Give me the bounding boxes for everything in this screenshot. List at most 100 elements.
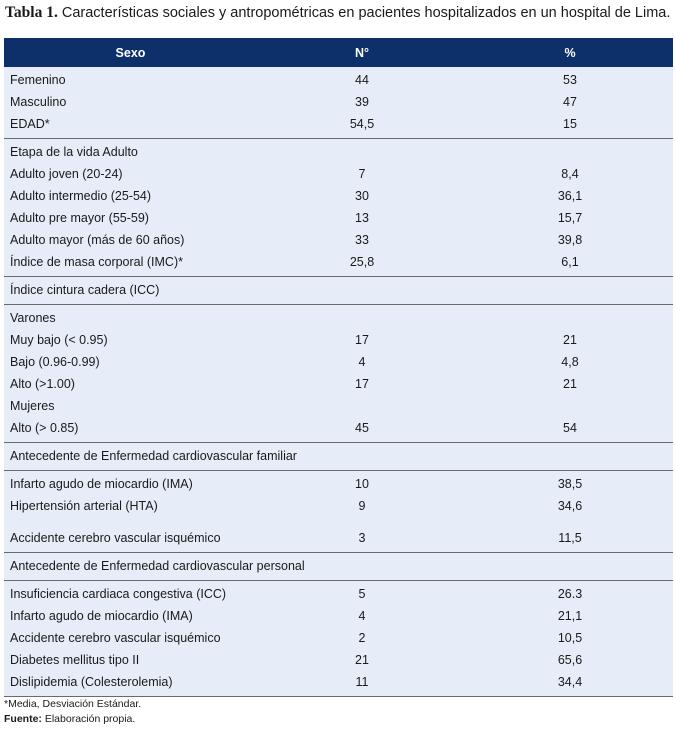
- row-count: 21: [355, 653, 369, 667]
- table-row: Bajo (0.96-0.99) 4 4,8: [4, 351, 673, 373]
- source-label: Fuente:: [4, 713, 42, 725]
- table-section: Varones Muy bajo (< 0.95) 17 21 Bajo (0.96-0…: [4, 304, 673, 442]
- row-count: 3: [358, 531, 366, 545]
- row-count: 17: [355, 377, 369, 391]
- row-percent: 36,1: [557, 189, 583, 203]
- row-count: 4: [358, 355, 366, 369]
- row-percent: 21,1: [557, 609, 583, 623]
- table-row: Femenino 44 53: [4, 69, 673, 91]
- row-label: Mujeres: [10, 399, 55, 413]
- row-count: 39: [355, 95, 369, 109]
- table-row: Accidente cerebro vascular isquémico 2 10,…: [4, 627, 673, 649]
- table-row: Infarto agudo de miocardio (IMA) 10 38,5: [4, 473, 673, 495]
- table-row: Alto (>1.00) 17 21: [4, 373, 673, 395]
- table-row: Dislipidemia (Colesterolemia) 11 34,4: [4, 671, 673, 693]
- row-percent: 11,5: [558, 531, 582, 545]
- row-percent: 65,6: [557, 653, 583, 667]
- row-label: Masculino: [10, 95, 67, 109]
- row-count: 13: [355, 211, 369, 225]
- row-label: Infarto agudo de miocardio (IMA): [10, 609, 193, 623]
- table-row: Índice de masa corporal (IMC)* 25,8 6,1: [4, 251, 673, 273]
- table-row: Accidente cerebro vascular isquémico 3 11,…: [4, 517, 673, 549]
- table-row: EDAD* 54,5 15: [4, 113, 673, 135]
- row-label: EDAD*: [10, 117, 50, 131]
- row-label: Femenino: [10, 73, 66, 87]
- table-row: Adulto intermedio (25-54) 30 36,1: [4, 185, 673, 207]
- header-n: N°: [354, 45, 370, 60]
- table-row: Adulto pre mayor (55-59) 13 15,7: [4, 207, 673, 229]
- table-row: Muy bajo (< 0.95) 17 21: [4, 329, 673, 351]
- table-section: Femenino 44 53 Masculino 39 47 EDAD* 54,5 15: [4, 67, 673, 138]
- row-count: 5: [358, 587, 366, 601]
- table-row: Insuficiencia cardiaca congestiva (ICC) 5…: [4, 583, 673, 605]
- row-percent: 6,1: [561, 255, 579, 269]
- row-label: Varones: [10, 311, 56, 325]
- row-percent: 21: [563, 333, 577, 347]
- table-row: Antecedente de Enfermedad cardiovascular…: [4, 445, 673, 467]
- table-row: Alto (> 0.85) 45 54: [4, 417, 673, 439]
- footnote: *Media, Desviación Estándar.: [4, 698, 142, 710]
- row-count: 25,8: [349, 255, 375, 269]
- row-label: Accidente cerebro vascular isquémico: [10, 631, 221, 645]
- row-count: 11: [355, 675, 369, 689]
- row-percent: 39,8: [557, 233, 583, 247]
- row-label: Alto (>1.00): [10, 377, 75, 391]
- row-label: Muy bajo (< 0.95): [10, 333, 108, 347]
- table-section: Índice cintura cadera (ICC): [4, 276, 673, 304]
- table-row: Infarto agudo de miocardio (IMA) 4 21,1: [4, 605, 673, 627]
- table-header: Sexo N° %: [4, 38, 673, 67]
- row-label: Dislipidemia (Colesterolemia): [10, 675, 173, 689]
- table-row: Mujeres: [4, 395, 673, 417]
- row-label: Adulto joven (20-24): [10, 167, 123, 181]
- row-percent: 8,4: [561, 167, 579, 181]
- row-count: 9: [358, 499, 366, 513]
- table-section: Etapa de la vida Adulto Adulto joven (20-…: [4, 138, 673, 276]
- row-label: Accidente cerebro vascular isquémico: [10, 531, 221, 545]
- row-percent: 47: [563, 95, 577, 109]
- row-percent: 4,8: [561, 355, 579, 369]
- table-section: Antecedente de Enfermedad cardiovascular…: [4, 552, 673, 580]
- row-percent: 38,5: [557, 477, 583, 491]
- table-body: Femenino 44 53 Masculino 39 47 EDAD* 54,5 15 Etap…: [4, 67, 673, 696]
- row-percent: 15,7: [557, 211, 583, 225]
- row-count: 7: [358, 167, 366, 181]
- row-label: Índice de masa corporal (IMC)*: [10, 255, 183, 269]
- table-section: Infarto agudo de miocardio (IMA) 10 38,5 Hi…: [4, 470, 673, 552]
- table-row: Hipertensión arterial (HTA) 9 34,6: [4, 495, 673, 517]
- row-label: Diabetes mellitus tipo II: [10, 653, 140, 667]
- table-row: Índice cintura cadera (ICC): [4, 279, 673, 301]
- row-label: Adulto pre mayor (55-59): [10, 211, 149, 225]
- table-caption: Tabla 1. Características sociales y antr…: [5, 4, 670, 22]
- header-percent: %: [564, 45, 576, 60]
- row-percent: 54: [563, 421, 577, 435]
- header-sexo: Sexo: [115, 45, 146, 60]
- table-row: Adulto mayor (más de 60 años) 33 39,8: [4, 229, 673, 251]
- source-line: Fuente: Elaboración propia.: [4, 712, 141, 727]
- row-label: Insuficiencia cardiaca congestiva (ICC): [10, 587, 227, 601]
- row-count: 44: [355, 73, 369, 87]
- table-row: Varones: [4, 307, 673, 329]
- row-percent: 34,6: [557, 499, 583, 513]
- row-percent: 21: [563, 377, 577, 391]
- row-label: Hipertensión arterial (HTA): [10, 499, 158, 513]
- row-count: 30: [355, 189, 369, 203]
- row-count: 33: [355, 233, 369, 247]
- table-section: Insuficiencia cardiaca congestiva (ICC) 5…: [4, 580, 673, 696]
- row-count: 2: [358, 631, 366, 645]
- row-count: 45: [355, 421, 369, 435]
- table-section: Antecedente de Enfermedad cardiovascular…: [4, 442, 673, 470]
- row-label: Antecedente de Enfermedad cardiovascular…: [10, 559, 305, 573]
- source-text: Elaboración propia.: [44, 713, 136, 725]
- row-count: 17: [355, 333, 369, 347]
- row-label: Adulto intermedio (25-54): [10, 189, 152, 203]
- row-label: Infarto agudo de miocardio (IMA): [10, 477, 193, 491]
- table-row: Diabetes mellitus tipo II 21 65,6: [4, 649, 673, 671]
- row-percent: 10,5: [557, 631, 583, 645]
- row-percent: 26.3: [557, 587, 583, 601]
- row-label: Bajo (0.96-0.99): [10, 355, 100, 369]
- table-row: Antecedente de Enfermedad cardiovascular…: [4, 555, 673, 577]
- row-label: Adulto mayor (más de 60 años): [10, 233, 185, 247]
- caption-text: Características sociales y antropométric…: [61, 5, 671, 21]
- row-percent: 34,4: [557, 675, 583, 689]
- row-percent: 15: [563, 117, 577, 131]
